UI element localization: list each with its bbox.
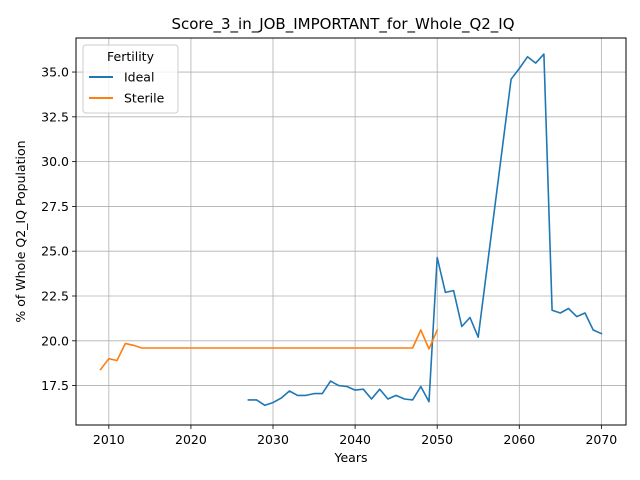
legend-title: Fertility — [107, 49, 155, 64]
y-tick-label: 27.5 — [41, 199, 69, 214]
y-tick-label: 30.0 — [41, 154, 69, 169]
y-tick-label: 25.0 — [41, 244, 69, 259]
x-tick-label: 2060 — [503, 432, 535, 447]
grid — [76, 38, 626, 425]
legend-label-sterile: Sterile — [124, 91, 165, 106]
y-tick-label: 17.5 — [41, 378, 69, 393]
legend-box — [82, 44, 179, 114]
y-tick-label: 32.5 — [41, 109, 69, 124]
x-axis: 2010 2020 2030 2040 2050 2060 2070 — [93, 425, 617, 447]
y-tick-label: 35.0 — [41, 65, 69, 80]
x-tick-label: 2010 — [93, 432, 125, 447]
series-line-sterile — [99, 328, 439, 371]
x-tick-label: 2070 — [585, 432, 617, 447]
legend-label-ideal: Ideal — [124, 70, 154, 85]
x-tick-label: 2030 — [257, 432, 289, 447]
x-tick-label: 2040 — [339, 432, 371, 447]
y-axis-label: % of Whole Q2_IQ Population — [13, 140, 28, 322]
plot-frame — [75, 37, 627, 426]
y-axis: 17.5 20.0 22.5 25.0 27.5 30.0 32.5 35.0 — [41, 65, 76, 393]
chart-title: Score_3_in_JOB_IMPORTANT_for_Whole_Q2_IQ — [171, 15, 514, 34]
y-tick-label: 20.0 — [41, 333, 69, 348]
x-tick-label: 2020 — [175, 432, 207, 447]
x-axis-label: Years — [334, 450, 368, 465]
y-tick-label: 22.5 — [41, 289, 69, 304]
x-tick-label: 2050 — [421, 432, 453, 447]
series-line-ideal — [247, 53, 603, 407]
legend: Fertility Ideal Sterile — [82, 44, 179, 114]
series-layer — [99, 53, 603, 407]
